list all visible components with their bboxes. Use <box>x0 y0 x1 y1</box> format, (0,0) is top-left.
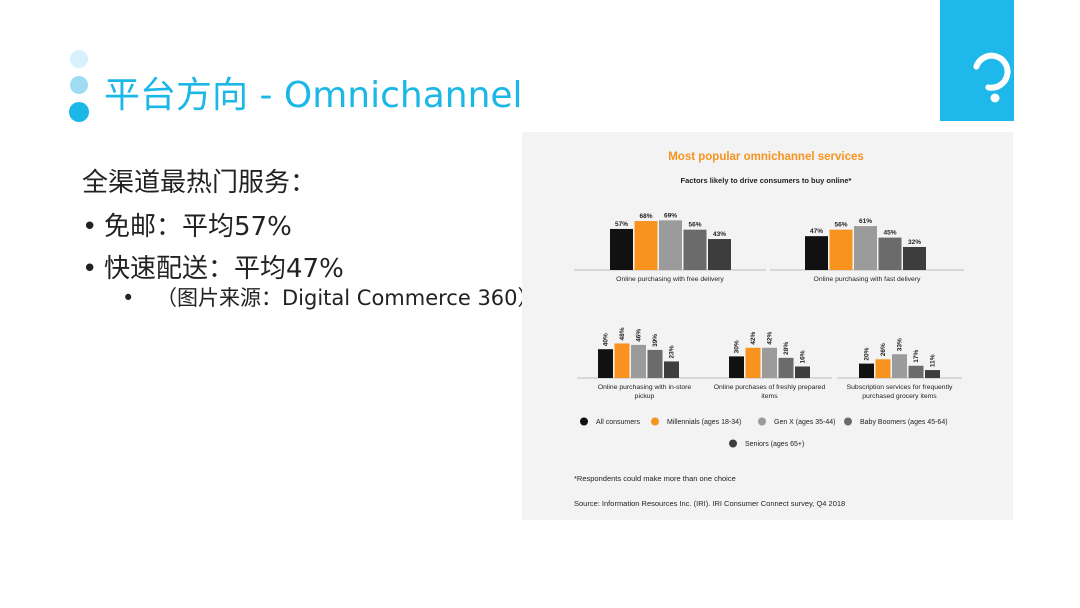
bullet-item: • 免邮：平均57% <box>82 212 292 242</box>
category-label: items <box>761 393 778 400</box>
bar-group: 40% 48% 46% 39% 23% Online purchasing with in… <box>577 327 712 400</box>
bar-value-label: 11% <box>930 354 937 367</box>
category-label: Subscription services for frequently <box>847 384 953 391</box>
bar-value-label: 61% <box>859 218 872 225</box>
bar <box>647 349 663 378</box>
bar <box>903 246 926 270</box>
dot-dark <box>69 102 89 122</box>
dot-light <box>70 50 88 68</box>
bar-value-label: 47% <box>810 228 823 235</box>
chart-footnote: *Respondents could make more than one ch… <box>574 474 736 483</box>
bar <box>795 366 810 378</box>
legend-label: Seniors (ages 65+) <box>745 441 804 448</box>
bar-value-label: 17% <box>913 350 920 363</box>
bar-group: 47% 56% 61% 45% 32% Online purchasing with fa… <box>770 218 964 283</box>
bar-value-label: 68% <box>639 213 652 220</box>
bar <box>829 229 853 270</box>
category-label: Online purchasing with in-store <box>598 384 692 391</box>
legend-item: Millennials (ages 18-34) <box>651 417 741 426</box>
bar <box>925 370 940 378</box>
bar-value-label: 57% <box>615 221 628 228</box>
bar <box>664 361 679 378</box>
bar-group: 20% 26% 33% 17% 11% Subscription services for… <box>837 338 962 400</box>
bar <box>859 363 874 378</box>
bar <box>729 356 744 378</box>
category-label: Online purchasing with fast delivery <box>814 276 922 283</box>
bar <box>598 349 613 378</box>
category-label: purchased grocery items <box>862 393 937 400</box>
logo-mark-icon <box>973 52 1011 103</box>
bar <box>875 359 891 378</box>
legend-swatch <box>758 417 766 426</box>
bar-value-label: 32% <box>908 239 921 246</box>
sub-bullet-item: • （图片来源：Digital Commerce 360） <box>122 286 539 310</box>
category-label: pickup <box>635 393 655 400</box>
legend-swatch <box>729 439 737 448</box>
legend-label: All consumers <box>596 419 640 426</box>
grouped-bar-chart: Most popular omnichannel services Factor… <box>574 151 964 508</box>
sub-bullet-text: （图片来源：Digital Commerce 360） <box>156 286 539 310</box>
slide-title: 平台方向 - Omnichannel <box>104 75 523 116</box>
bar-value-label: 30% <box>734 340 741 353</box>
bar <box>805 236 828 270</box>
legend-item: Seniors (ages 65+) <box>729 439 804 448</box>
bar-value-label: 33% <box>897 338 904 351</box>
bar-value-label: 16% <box>800 350 807 363</box>
chart-subtitle: Factors likely to drive consumers to buy… <box>681 176 852 185</box>
legend-label: Millennials (ages 18-34) <box>667 419 741 426</box>
bar <box>659 220 682 270</box>
chart-title: Most popular omnichannel services <box>668 151 864 163</box>
bar-value-label: 48% <box>619 327 626 340</box>
intro-text: 全渠道最热门服务： <box>82 168 317 198</box>
legend-swatch <box>580 417 588 426</box>
bullet-text: 免邮：平均57% <box>104 212 292 242</box>
bar-value-label: 42% <box>750 332 757 345</box>
bar <box>745 347 761 378</box>
legend-item: Gen X (ages 35-44) <box>758 417 835 426</box>
bar-group: 57% 68% 69% 56% 43% Online purchasing with fr… <box>574 212 766 283</box>
bar <box>634 221 658 270</box>
bar <box>610 228 633 270</box>
bar-value-label: 56% <box>688 222 701 229</box>
bar <box>854 226 877 270</box>
bar-value-label: 56% <box>834 222 847 229</box>
category-label: Online purchases of freshly prepared <box>714 384 826 391</box>
bar <box>708 239 731 270</box>
category-label: Online purchasing with free delivery <box>616 276 724 283</box>
bar-value-label: 69% <box>664 212 677 219</box>
bullet-text: 快速配送：平均47% <box>104 254 344 284</box>
bullet-item: • 快速配送：平均47% <box>82 254 344 284</box>
legend-item: All consumers <box>580 417 640 426</box>
legend-label: Gen X (ages 35-44) <box>774 419 835 426</box>
bar <box>878 237 902 270</box>
bar-value-label: 20% <box>864 347 871 360</box>
bar <box>762 347 777 378</box>
bar-value-label: 42% <box>767 332 774 345</box>
bar <box>908 365 924 378</box>
bar-value-label: 26% <box>880 343 887 356</box>
bar-group: 30% 42% 42% 28% 16% Online purchases of fresh… <box>707 332 832 400</box>
bar-value-label: 23% <box>669 345 676 358</box>
legend-item: Baby Boomers (ages 45-64) <box>844 417 948 426</box>
bar-value-label: 45% <box>883 230 896 237</box>
bar <box>631 344 646 378</box>
bar <box>892 354 907 378</box>
legend-swatch <box>844 417 852 426</box>
legend-label: Baby Boomers (ages 45-64) <box>860 419 948 426</box>
bar-value-label: 40% <box>603 333 610 346</box>
brand-logo <box>940 0 1014 121</box>
bar <box>683 229 707 270</box>
legend-swatch <box>651 417 659 426</box>
bar-value-label: 28% <box>783 342 790 355</box>
chart-source: Source: Information Resources Inc. (IRI)… <box>574 499 845 508</box>
bar <box>778 357 794 378</box>
bar-value-label: 46% <box>636 329 643 342</box>
bar-value-label: 39% <box>652 334 659 347</box>
bar <box>614 343 630 378</box>
chart-panel: Most popular omnichannel services Factor… <box>522 132 1013 520</box>
bar-value-label: 43% <box>713 231 726 238</box>
dot-mid <box>70 76 88 94</box>
